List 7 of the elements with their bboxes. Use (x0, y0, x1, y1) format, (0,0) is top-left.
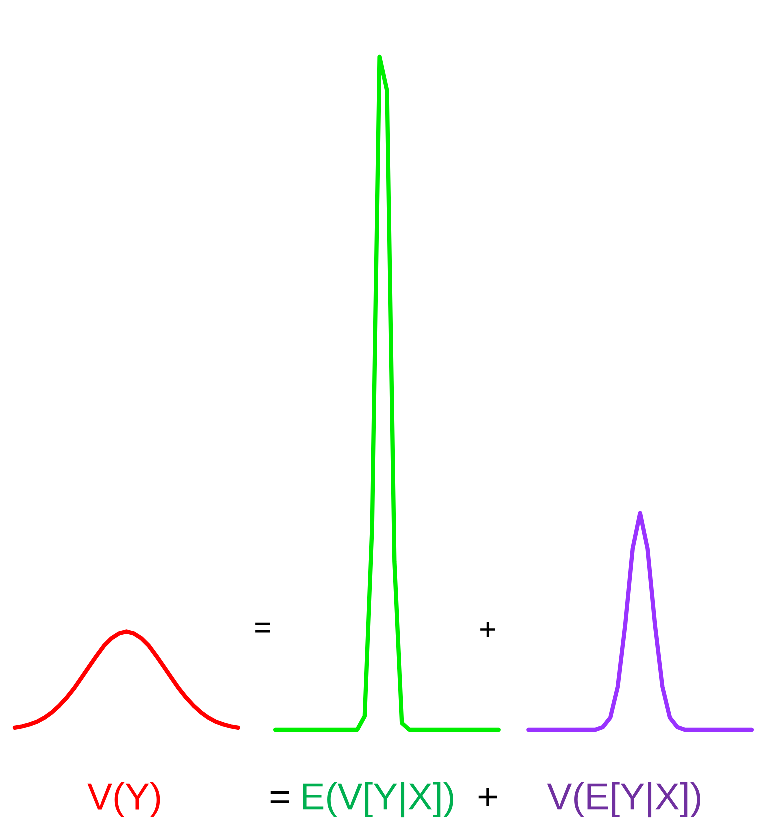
text: V(E[Y|X]) (547, 782, 700, 818)
text: E(V[Y|X]) (303, 782, 454, 818)
text: + (478, 788, 498, 806)
text: = (270, 791, 290, 804)
annotation: = (256, 622, 270, 633)
annotation: + (480, 622, 496, 638)
text: V(Y) (88, 782, 160, 818)
